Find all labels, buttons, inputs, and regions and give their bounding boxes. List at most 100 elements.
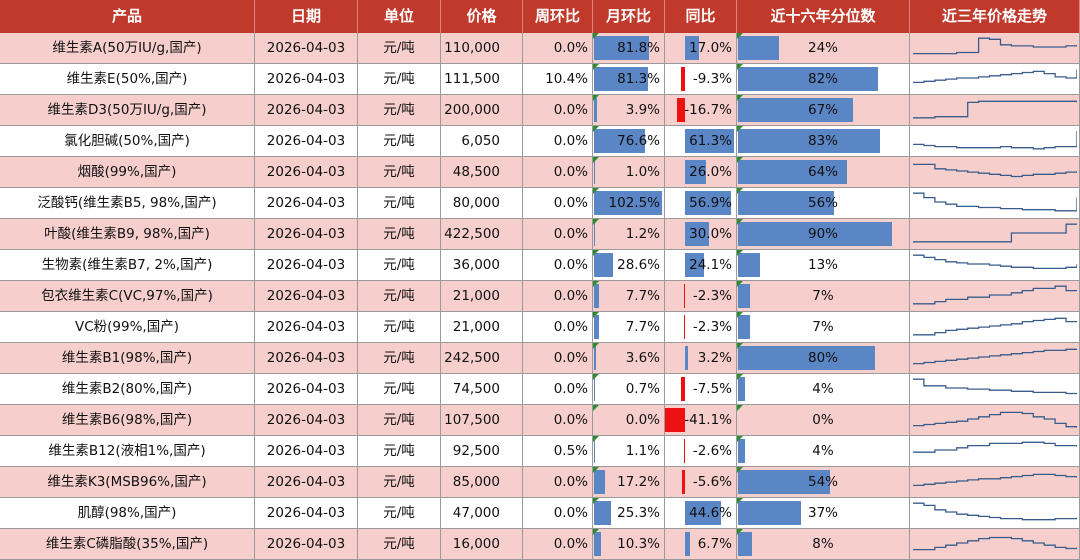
percentile-bar — [738, 222, 892, 246]
percentile-cell: 4% — [737, 436, 910, 466]
indicator-triangle — [737, 343, 743, 349]
price-value: 80,000 — [452, 195, 500, 211]
trend-line — [913, 317, 1077, 336]
date-value: 2026-04-03 — [266, 412, 346, 428]
indicator-triangle — [593, 498, 599, 504]
percentile-cell: 0% — [737, 405, 910, 435]
yoy-cell: 44.6% — [665, 498, 737, 528]
unit-cell: 元/吨 — [358, 250, 441, 280]
percentile-value: 82% — [807, 71, 838, 87]
mom-bar — [594, 191, 663, 215]
table-row: 维生素K3(MSB96%,国产) 2026-04-03 元/吨 85,000 0.0% 1… — [0, 467, 1080, 498]
percentile-cell: 64% — [737, 157, 910, 187]
yoy-cell: 24.1% — [665, 250, 737, 280]
mom-cell: 1.2% — [593, 219, 665, 249]
yoy-cell: -9.3% — [665, 64, 737, 94]
trend-line — [913, 69, 1077, 84]
yoy-bar — [685, 36, 699, 60]
date-cell: 2026-04-03 — [255, 405, 358, 435]
product-cell: 维生素C磷脂酸(35%,国产) — [0, 529, 255, 559]
trend-line — [913, 441, 1077, 453]
header-price: 价格 — [441, 0, 523, 33]
yoy-value: 3.2% — [697, 350, 732, 366]
price-cell: 110,000 — [441, 33, 523, 63]
indicator-triangle — [737, 95, 743, 101]
trend-cell — [910, 126, 1080, 156]
indicator-triangle — [593, 64, 599, 70]
wow-cell: 0.0% — [523, 157, 593, 187]
date-value: 2026-04-03 — [266, 350, 346, 366]
mom-cell: 0.0% — [593, 405, 665, 435]
date-value: 2026-04-03 — [266, 536, 346, 552]
trend-sparkline — [913, 473, 1077, 487]
mom-cell: 1.1% — [593, 436, 665, 466]
yoy-bar — [683, 439, 685, 463]
wow-value: 0.0% — [553, 195, 588, 211]
percentile-value: 4% — [812, 381, 834, 397]
mom-bar — [594, 470, 606, 494]
date-cell: 2026-04-03 — [255, 312, 358, 342]
mom-cell: 25.3% — [593, 498, 665, 528]
mom-value: 0.7% — [625, 381, 660, 397]
yoy-cell: 26.0% — [665, 157, 737, 187]
price-cell: 36,000 — [441, 250, 523, 280]
wow-value: 0.0% — [553, 381, 588, 397]
price-cell: 85,000 — [441, 467, 523, 497]
percentile-bar — [738, 36, 780, 60]
date-cell: 2026-04-03 — [255, 219, 358, 249]
indicator-triangle — [593, 188, 599, 194]
percentile-cell: 54% — [737, 467, 910, 497]
date-value: 2026-04-03 — [266, 102, 346, 118]
unit-value: 元/吨 — [383, 536, 415, 552]
unit-cell: 元/吨 — [358, 95, 441, 125]
percentile-cell: 82% — [737, 64, 910, 94]
unit-value: 元/吨 — [383, 257, 415, 273]
percentile-value: 13% — [807, 257, 838, 273]
percentile-cell: 83% — [737, 126, 910, 156]
percentile-value: 80% — [807, 350, 838, 366]
mom-bar — [594, 315, 600, 339]
date-cell: 2026-04-03 — [255, 529, 358, 559]
wow-cell: 0.0% — [523, 529, 593, 559]
percentile-value: 83% — [807, 133, 838, 149]
product-value: 氯化胆碱(50%,国产) — [64, 133, 190, 149]
mom-value: 3.6% — [625, 350, 660, 366]
mom-cell: 3.9% — [593, 95, 665, 125]
percentile-cell: 7% — [737, 312, 910, 342]
product-cell: 维生素A(50万IU/g,国产) — [0, 33, 255, 63]
trend-line — [913, 536, 1077, 551]
percentile-bar — [738, 346, 875, 370]
date-value: 2026-04-03 — [266, 71, 346, 87]
yoy-bar — [685, 129, 735, 153]
table-row: 维生素A(50万IU/g,国产) 2026-04-03 元/吨 110,000 0.0%… — [0, 33, 1080, 64]
mom-value: 81.8% — [617, 40, 660, 56]
product-cell: 维生素B1(98%,国产) — [0, 343, 255, 373]
table-row: 包衣维生素C(VC,97%,国产) 2026-04-03 元/吨 21,000 0.0%… — [0, 281, 1080, 312]
mom-cell: 3.6% — [593, 343, 665, 373]
trend-line — [913, 254, 1077, 270]
date-value: 2026-04-03 — [266, 133, 346, 149]
date-value: 2026-04-03 — [266, 319, 346, 335]
mom-bar — [594, 439, 595, 463]
indicator-triangle — [737, 405, 743, 411]
product-cell: 维生素B2(80%,国产) — [0, 374, 255, 404]
trend-cell — [910, 529, 1080, 559]
yoy-cell: -2.6% — [665, 436, 737, 466]
trend-line — [913, 502, 1077, 521]
mom-value: 76.6% — [617, 133, 660, 149]
trend-cell — [910, 250, 1080, 280]
unit-cell: 元/吨 — [358, 529, 441, 559]
yoy-bar — [681, 377, 685, 401]
mom-cell: 102.5% — [593, 188, 665, 218]
yoy-value: -41.1% — [684, 412, 732, 428]
unit-cell: 元/吨 — [358, 312, 441, 342]
wow-value: 0.0% — [553, 319, 588, 335]
price-value: 48,500 — [452, 164, 500, 180]
wow-cell: 0.5% — [523, 436, 593, 466]
percentile-bar — [738, 439, 745, 463]
price-cell: 200,000 — [441, 95, 523, 125]
wow-cell: 0.0% — [523, 33, 593, 63]
indicator-triangle — [593, 281, 599, 287]
wow-cell: 0.0% — [523, 250, 593, 280]
percentile-value: 7% — [812, 288, 834, 304]
